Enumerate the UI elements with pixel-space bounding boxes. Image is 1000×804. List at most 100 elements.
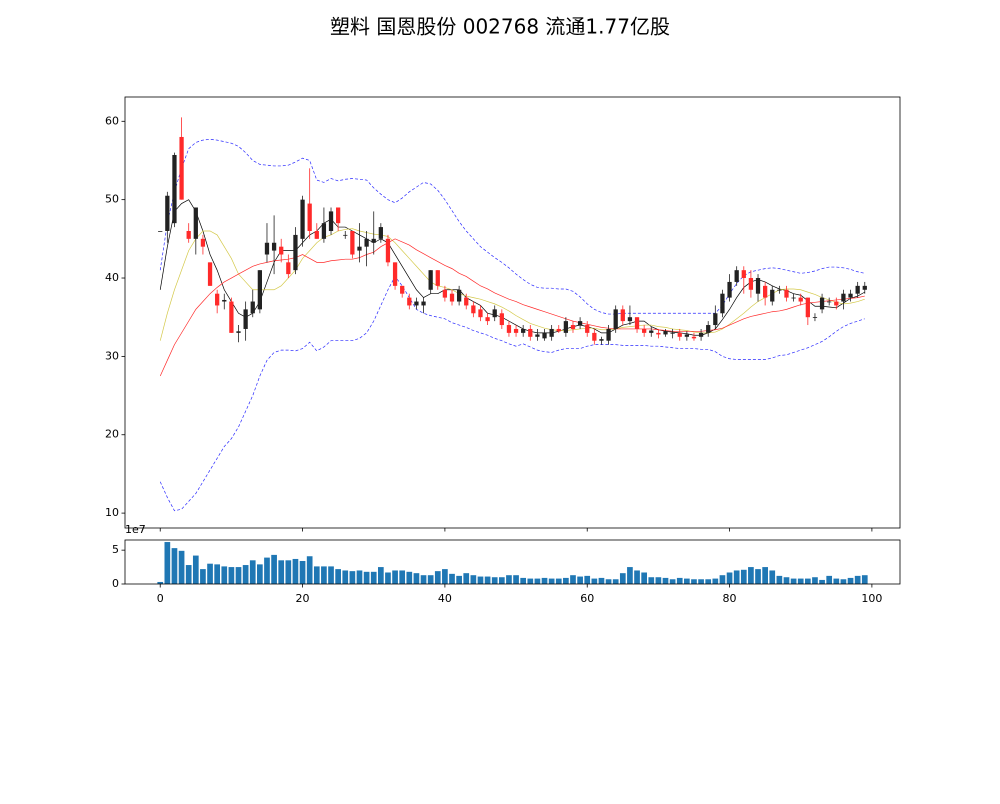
- x-tick-label: 60: [580, 592, 594, 605]
- volume-bar: [712, 578, 719, 584]
- candle-body: [207, 262, 213, 286]
- volume-bar: [242, 565, 249, 584]
- candle-body: [236, 331, 241, 333]
- candle-body: [200, 238, 206, 247]
- volume-bar: [797, 578, 804, 584]
- volume-bar: [449, 573, 455, 584]
- candle-body: [563, 321, 569, 333]
- chart-title: 塑料 国恩股份 002768 流通1.77亿股: [330, 15, 670, 39]
- candle-body: [684, 334, 689, 337]
- candle-body: [343, 234, 348, 236]
- volume-bar: [776, 575, 783, 584]
- y-tick-label: 60: [105, 114, 119, 127]
- candle-body: [378, 227, 383, 239]
- candle-body: [193, 207, 198, 239]
- candle-body: [371, 238, 376, 243]
- volume-bar: [235, 567, 242, 584]
- candle-body: [755, 278, 761, 294]
- volume-bar: [484, 576, 491, 584]
- candle-body: [229, 301, 234, 333]
- candle-body: [777, 289, 782, 291]
- candle-body: [449, 293, 455, 302]
- volume-bar: [662, 577, 669, 584]
- candle-body: [385, 238, 391, 263]
- y-tick-label: 40: [105, 271, 119, 284]
- volume-bar: [392, 570, 398, 584]
- volume-bar: [591, 578, 598, 584]
- candle-body: [293, 234, 298, 271]
- volume-bar: [292, 558, 299, 584]
- volume-bar: [363, 571, 370, 584]
- volume-bar: [769, 570, 776, 584]
- volume-bar: [783, 577, 790, 584]
- candle-body: [364, 238, 369, 247]
- volume-bar: [178, 550, 185, 584]
- volume-bar: [335, 569, 341, 584]
- candle-body: [585, 325, 590, 333]
- volume-bar: [456, 575, 462, 584]
- volume-bar: [812, 577, 818, 584]
- volume-bar: [748, 567, 754, 584]
- candle-body: [698, 332, 704, 337]
- volume-bar: [691, 579, 697, 584]
- candle-body: [428, 270, 433, 290]
- volume-bar: [619, 573, 626, 584]
- volume-bar: [342, 570, 349, 584]
- volume-bar: [762, 567, 768, 584]
- y-tick-label: 50: [105, 193, 119, 206]
- volume-bar: [214, 564, 221, 584]
- candle-body: [421, 301, 426, 306]
- candle-body: [656, 332, 661, 335]
- volume-bar: [285, 560, 292, 584]
- volume-bar: [385, 572, 391, 584]
- volume-bar: [321, 566, 327, 584]
- candle-body: [172, 154, 177, 224]
- volume-bar: [740, 569, 747, 584]
- candle-body: [570, 325, 576, 329]
- y-tick-label: 20: [105, 428, 119, 441]
- candle-body: [642, 328, 647, 333]
- volume-bar: [627, 567, 633, 584]
- indicator-line: [159, 238, 865, 377]
- volume-bar: [676, 577, 683, 584]
- volume-bar: [164, 542, 171, 584]
- candle-body: [805, 297, 810, 318]
- candle-body: [321, 223, 327, 239]
- candle-body: [812, 317, 818, 319]
- volume-bar: [612, 579, 619, 584]
- volume-bar: [313, 566, 320, 584]
- candle-body: [456, 289, 462, 302]
- volume-bar: [541, 577, 548, 584]
- volume-bar: [655, 577, 662, 584]
- candle-body: [713, 313, 718, 326]
- volume-bar: [271, 554, 277, 584]
- candle-body: [392, 262, 398, 286]
- candle-body: [286, 262, 291, 275]
- y-tick-label: 10: [105, 506, 119, 519]
- candle-body: [763, 285, 768, 298]
- candle-body: [748, 278, 754, 290]
- x-tick-label: 100: [861, 592, 882, 605]
- volume-bar: [534, 578, 541, 584]
- volume-bar: [328, 566, 334, 584]
- volume-bar: [506, 575, 512, 584]
- volume-bar: [598, 577, 605, 584]
- volume-bar: [684, 578, 690, 584]
- volume-bar: [257, 564, 263, 584]
- indicator-line: [159, 275, 865, 512]
- candle-body: [257, 270, 262, 310]
- y-tick-label: 5: [112, 543, 119, 556]
- candle-body: [414, 301, 419, 306]
- volume-bar: [513, 575, 519, 584]
- volume-bar: [840, 579, 847, 584]
- volume-bar: [299, 560, 306, 584]
- volume-bar: [520, 577, 527, 584]
- candle-body: [528, 328, 533, 337]
- candle-body: [521, 328, 526, 333]
- volume-bar: [434, 571, 441, 584]
- candle-body: [158, 231, 163, 232]
- indicator-line: [159, 138, 865, 315]
- candle-body: [613, 309, 618, 329]
